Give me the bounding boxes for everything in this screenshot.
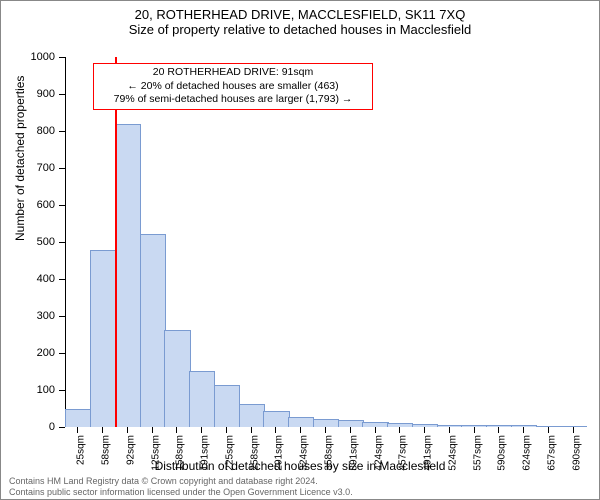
y-tick [59, 131, 65, 132]
annotation-line: 20 ROTHERHEAD DRIVE: 91sqm [98, 66, 368, 80]
x-tick [226, 427, 227, 433]
bar [90, 250, 116, 427]
x-tick [275, 427, 276, 433]
title-main: 20, ROTHERHEAD DRIVE, MACCLESFIELD, SK11… [1, 7, 599, 22]
x-tick [251, 427, 252, 433]
x-tick [350, 427, 351, 433]
bar [239, 404, 265, 427]
bar [313, 419, 339, 427]
x-tick [300, 427, 301, 433]
y-tick-label: 1000 [1, 51, 55, 63]
bar [115, 124, 141, 427]
chart-container: 20, ROTHERHEAD DRIVE, MACCLESFIELD, SK11… [0, 0, 600, 500]
x-tick [102, 427, 103, 433]
x-tick [424, 427, 425, 433]
footer: Contains HM Land Registry data © Crown c… [9, 476, 591, 497]
y-tick [59, 57, 65, 58]
bar [536, 426, 562, 427]
y-tick [59, 390, 65, 391]
y-tick-label: 200 [1, 347, 55, 359]
bar [461, 425, 487, 427]
bar [338, 420, 364, 427]
bar [437, 425, 463, 427]
y-tick-label: 0 [1, 421, 55, 433]
x-tick [77, 427, 78, 433]
x-tick [523, 427, 524, 433]
x-tick [127, 427, 128, 433]
y-tick [59, 168, 65, 169]
x-tick [573, 427, 574, 433]
y-axis-label: Number of detached properties [13, 76, 27, 241]
annotation-line: ← 20% of detached houses are smaller (46… [98, 80, 368, 94]
bar [164, 330, 190, 427]
y-tick-label: 400 [1, 273, 55, 285]
bar [189, 371, 215, 428]
footer-line-1: Contains HM Land Registry data © Crown c… [9, 476, 591, 486]
x-axis-label: Distribution of detached houses by size … [1, 459, 599, 473]
x-tick [201, 427, 202, 433]
x-tick [548, 427, 549, 433]
bar [288, 417, 314, 427]
x-tick [152, 427, 153, 433]
bar [214, 385, 240, 427]
chart-area: 20 ROTHERHEAD DRIVE: 91sqm← 20% of detac… [65, 57, 585, 427]
y-tick [59, 94, 65, 95]
y-tick-label: 900 [1, 88, 55, 100]
x-tick [498, 427, 499, 433]
y-tick [59, 279, 65, 280]
x-tick [325, 427, 326, 433]
y-tick [59, 205, 65, 206]
x-tick [449, 427, 450, 433]
y-tick-label: 500 [1, 236, 55, 248]
bar [65, 409, 91, 427]
y-tick-label: 100 [1, 384, 55, 396]
footer-line-2: Contains public sector information licen… [9, 487, 591, 497]
x-tick [474, 427, 475, 433]
y-tick-label: 700 [1, 162, 55, 174]
annotation-box: 20 ROTHERHEAD DRIVE: 91sqm← 20% of detac… [93, 63, 373, 110]
bar [263, 411, 289, 427]
bar [140, 234, 166, 427]
x-tick [375, 427, 376, 433]
y-tick [59, 242, 65, 243]
plot-area [65, 57, 585, 427]
y-tick [59, 316, 65, 317]
title-block: 20, ROTHERHEAD DRIVE, MACCLESFIELD, SK11… [1, 1, 599, 37]
y-tick [59, 427, 65, 428]
bar [560, 426, 586, 427]
x-tick [176, 427, 177, 433]
y-tick-label: 300 [1, 310, 55, 322]
y-tick-label: 600 [1, 199, 55, 211]
annotation-line: 79% of semi-detached houses are larger (… [98, 93, 368, 107]
title-sub: Size of property relative to detached ho… [1, 22, 599, 37]
x-tick [399, 427, 400, 433]
y-tick [59, 353, 65, 354]
highlight-line [115, 57, 117, 427]
y-tick-label: 800 [1, 125, 55, 137]
